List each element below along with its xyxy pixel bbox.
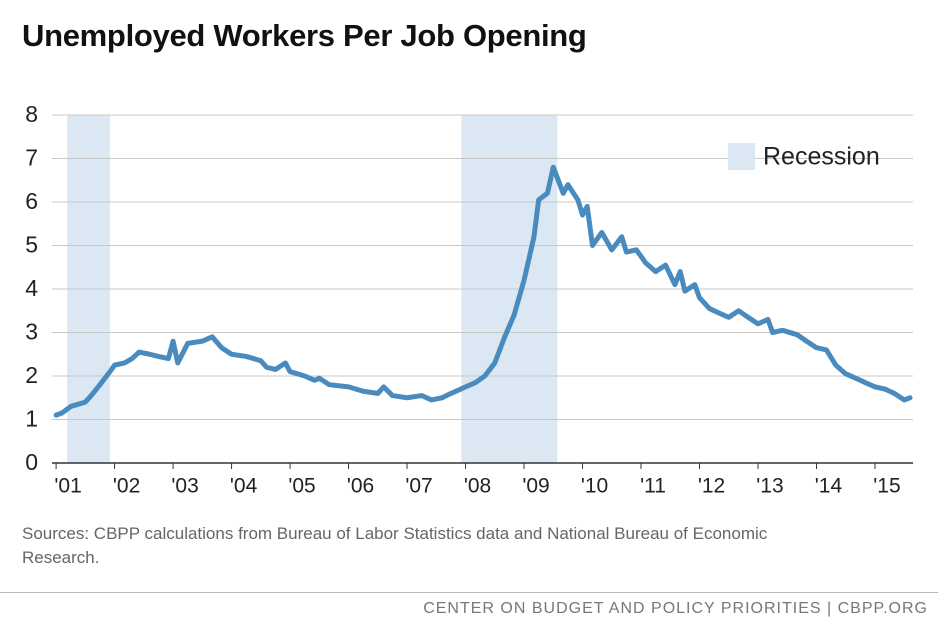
legend-label: Recession bbox=[763, 143, 880, 171]
x-tick-label: '11 bbox=[640, 475, 666, 498]
x-tick-label: '02 bbox=[113, 475, 140, 498]
y-tick-label: 2 bbox=[25, 362, 38, 388]
data-line bbox=[53, 164, 913, 418]
y-tick-label: 3 bbox=[25, 319, 38, 345]
y-tick-label: 5 bbox=[25, 232, 38, 258]
divider bbox=[0, 592, 938, 593]
x-tick-label: '08 bbox=[464, 475, 491, 498]
chart-title: Unemployed Workers Per Job Opening bbox=[22, 18, 587, 53]
y-tick-label: 7 bbox=[25, 145, 38, 171]
y-tick-label: 1 bbox=[25, 406, 38, 432]
x-tick-label: '13 bbox=[756, 475, 783, 498]
footer: CENTER ON BUDGET AND POLICY PRIORITIES |… bbox=[423, 600, 928, 617]
x-tick-label: '14 bbox=[815, 475, 843, 498]
x-tick-label: '01 bbox=[54, 475, 81, 498]
x-tick-label: '07 bbox=[405, 475, 432, 498]
x-tick-label: '10 bbox=[581, 475, 608, 498]
chart: 0 1 2 3 4 5 6 7 8 '01 '02 '03 '04 '05 '06 '07 '08 '09 '10 '… bbox=[25, 101, 913, 498]
x-tick-label: '03 bbox=[171, 475, 198, 498]
source-note: Sources: CBPP calculations from Bureau o… bbox=[22, 524, 768, 567]
x-tick-label: '09 bbox=[522, 475, 549, 498]
x-tick-label: '05 bbox=[288, 475, 315, 498]
x-tick-label: '12 bbox=[698, 475, 725, 498]
x-tick-label: '06 bbox=[347, 475, 374, 498]
x-tick-label: '15 bbox=[873, 475, 900, 498]
y-tick-label: 4 bbox=[25, 275, 38, 301]
y-tick-label: 8 bbox=[25, 101, 38, 127]
legend-swatch bbox=[728, 143, 755, 170]
x-tick-label: '04 bbox=[230, 475, 258, 498]
y-tick-label: 6 bbox=[25, 188, 38, 214]
y-tick-label: 0 bbox=[25, 449, 38, 475]
